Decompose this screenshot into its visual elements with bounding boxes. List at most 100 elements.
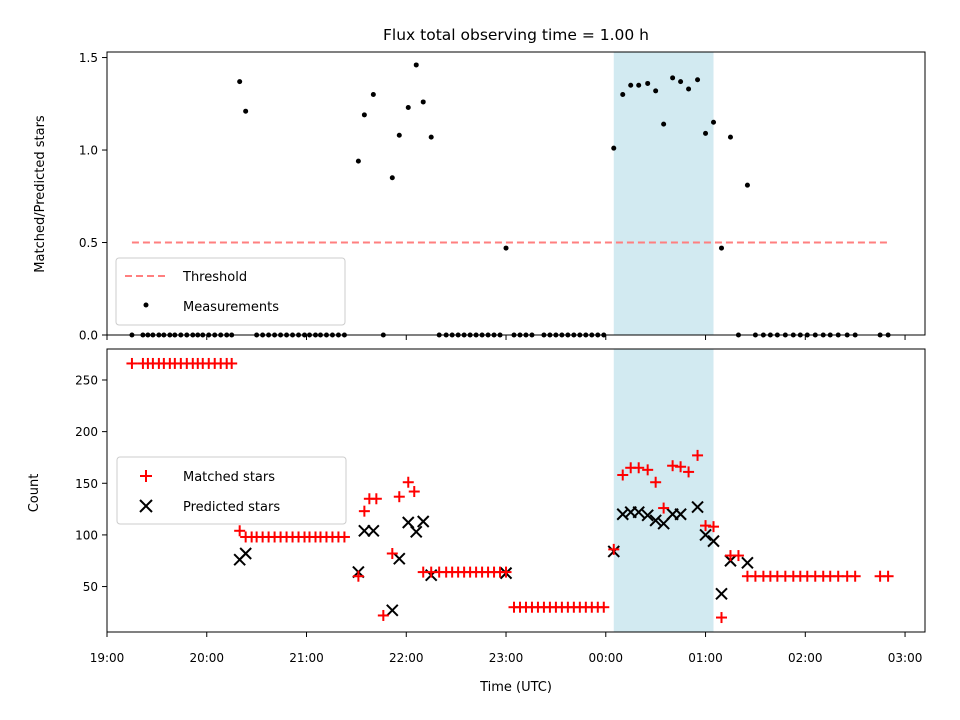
measurement-point: [370, 92, 376, 98]
matched-star-marker: [126, 357, 138, 369]
measurement-point: [237, 79, 243, 85]
bottom-legend-box: [116, 456, 347, 525]
measurement-point: [389, 175, 395, 181]
top-y-tick-label: 1.0: [79, 144, 98, 158]
top-y-tick-label: 0.0: [79, 329, 98, 343]
top-panel: Flux total observing time = 1.00 h 0.00.…: [33, 26, 926, 343]
measurement-point: [718, 245, 724, 251]
measurement-point: [396, 132, 402, 138]
matched-star-marker: [226, 357, 238, 369]
measurement-point: [670, 75, 676, 81]
predicted-star-marker: [417, 515, 430, 528]
bottom-y-axis: 50 100 150 200 250: [75, 373, 107, 594]
top-y-tick-label: 0.5: [79, 236, 98, 250]
matched-star-marker: [393, 491, 405, 503]
x-axis-label: Time (UTC): [479, 680, 552, 695]
matched-star-marker: [633, 462, 645, 474]
x-tick-label: 19:00: [90, 651, 125, 665]
predicted-star-marker: [239, 547, 252, 560]
legend-measurements-swatch: [143, 302, 149, 308]
measurement-point: [711, 119, 717, 125]
matched-star-marker: [402, 476, 414, 488]
matched-star-marker: [408, 486, 420, 498]
x-tick-label: 21:00: [289, 651, 324, 665]
bottom-y-tick-label: 50: [83, 580, 98, 594]
predicted-star-marker: [715, 587, 728, 600]
predicted-star-marker: [741, 556, 754, 570]
legend-measurements-label: Measurements: [183, 300, 279, 315]
top-y-tick-label: 1.5: [79, 51, 98, 65]
legend-threshold-label: Threshold: [182, 270, 247, 285]
measurement-point: [727, 134, 733, 140]
matched-star-marker: [370, 493, 382, 505]
matched-star-marker: [234, 525, 246, 537]
top-plot-marks: [129, 62, 891, 338]
matched-star-marker: [667, 460, 679, 472]
x-tick-label: 22:00: [389, 651, 424, 665]
matched-star-marker: [849, 570, 861, 582]
bottom-plot-marks: [126, 357, 894, 624]
measurement-point: [661, 121, 667, 127]
matched-star-marker: [608, 543, 620, 555]
predicted-star-marker: [386, 604, 399, 617]
predicted-star-marker: [616, 508, 629, 521]
top-y-axis: 0.0 0.5 1.0 1.5: [79, 51, 107, 343]
predicted-star-marker: [367, 524, 380, 537]
measurement-point: [686, 86, 692, 92]
measurement-point: [405, 104, 411, 110]
matched-star-marker: [386, 548, 398, 560]
x-tick-label: 00:00: [588, 651, 623, 665]
bottom-y-axis-label: Count: [27, 474, 42, 513]
predicted-star-marker: [691, 500, 704, 514]
chart-title: Flux total observing time = 1.00 h: [383, 26, 649, 44]
matched-star-marker: [700, 520, 712, 532]
measurement-point: [611, 145, 617, 151]
bottom-axes-frame: [106, 348, 926, 633]
matched-star-marker: [650, 476, 662, 488]
matched-star-marker: [882, 570, 894, 582]
x-tick-label: 03:00: [888, 651, 923, 665]
matched-star-marker: [692, 449, 704, 461]
measurement-point: [420, 99, 426, 105]
measurement-point: [653, 88, 659, 94]
top-legend: Threshold Measurements: [115, 257, 346, 326]
measurement-point: [744, 182, 750, 188]
x-tick-label: 20:00: [189, 651, 224, 665]
measurement-point: [678, 79, 684, 85]
matched-star-marker: [675, 461, 687, 473]
top-legend-box: [115, 257, 346, 326]
predicted-star-marker: [358, 524, 371, 537]
matched-star-marker: [598, 601, 610, 613]
bottom-y-tick-label: 100: [75, 528, 98, 542]
bottom-legend: Matched stars Predicted stars: [116, 456, 347, 525]
matched-star-marker: [732, 550, 744, 562]
measurement-point: [503, 245, 509, 251]
predicted-star-marker: [393, 552, 406, 565]
measurement-point: [645, 80, 651, 86]
matched-star-marker: [358, 505, 370, 517]
bottom-panel: 50 100 150 200 250 19:00 20:00 21:00 22:00 23:00…: [27, 348, 926, 695]
legend-matched-label: Matched stars: [183, 470, 275, 485]
legend-predicted-label: Predicted stars: [183, 500, 280, 515]
matched-star-marker: [683, 466, 695, 478]
measurement-point: [361, 112, 367, 118]
predicted-star-marker: [699, 528, 712, 542]
bottom-highlight-span: [613, 349, 714, 632]
top-y-axis-label: Matched/Predicted stars: [33, 115, 48, 273]
matched-star-marker: [377, 609, 389, 621]
predicted-star-marker: [674, 508, 687, 521]
bottom-y-tick-label: 200: [75, 425, 98, 439]
measurement-point: [703, 130, 709, 136]
legend-predicted-swatch: [139, 499, 153, 513]
measurement-point: [636, 82, 642, 88]
measurement-point: [243, 108, 249, 114]
predicted-star-marker: [641, 509, 654, 522]
bottom-y-tick-label: 150: [75, 477, 98, 491]
matched-star-marker: [658, 502, 670, 514]
matched-star-marker: [338, 531, 350, 543]
x-tick-label: 01:00: [688, 651, 723, 665]
predicted-star-marker: [707, 534, 720, 548]
matched-star-marker: [715, 612, 727, 624]
matched-star-marker: [642, 464, 654, 476]
